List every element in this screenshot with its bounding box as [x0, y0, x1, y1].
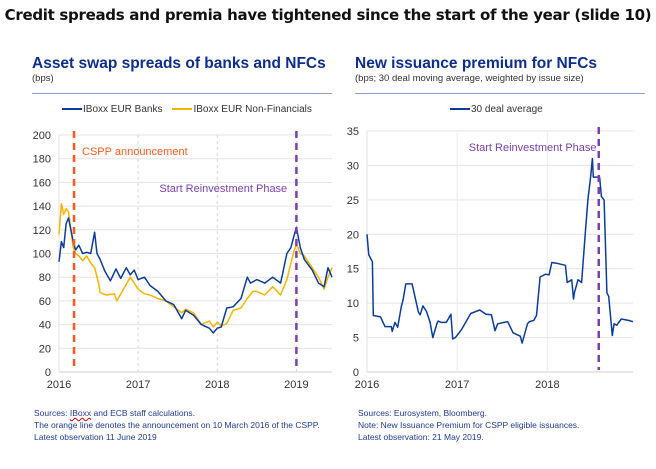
right-ytick-label: 30	[347, 160, 359, 172]
left-ytick-label: 0	[45, 367, 51, 379]
left-ytick-label: 180	[33, 154, 51, 166]
right-xtick-label: 2018	[535, 379, 559, 391]
left-note-sources: Sources: IBoxx and ECB staff calculation…	[34, 408, 195, 418]
right-ytick-label: 25	[347, 195, 359, 207]
left-chart-notes: Sources: IBoxx and ECB staff calculation…	[34, 407, 320, 443]
left-ytick-label: 60	[39, 296, 51, 308]
left-chart-header: Asset swap spreads of banks and NFCs (bp…	[32, 55, 332, 115]
left-note-latest: Latest observation 11 June 2019	[34, 432, 157, 442]
left-chart-subtitle: (bps)	[32, 73, 54, 84]
right-chart-header: New issuance premium for NFCs (bps; 30 d…	[355, 55, 645, 115]
right-chart-legend: 30 deal average	[355, 104, 645, 115]
right-annotation-label-reinvestment: Start Reinvestment Phase	[469, 142, 597, 154]
left-ytick-label: 20	[39, 343, 51, 355]
right-ytick-label: 5	[353, 333, 359, 345]
left-chart-divider	[32, 93, 332, 94]
legend-swatch-30deal	[450, 108, 470, 111]
right-note-sources: Sources: Eurosystem, Bloomberg.	[358, 408, 487, 418]
left-ytick-label: 200	[33, 130, 51, 142]
right-xtick-label: 2017	[445, 379, 469, 391]
right-chart-notes: Sources: Eurosystem, Bloomberg. Note: Ne…	[358, 407, 579, 443]
left-chart-legend: IBoxx EUR Banks IBoxx EUR Non-Financials	[32, 104, 332, 115]
right-chart-plot: 0 5 10 15 20 25 30 35 2016 2017 2018 Start Reinvest…	[347, 126, 634, 391]
left-note-cspp: The orange line denotes the announcement…	[34, 420, 320, 430]
right-chart-title: New issuance premium for NFCs	[355, 55, 598, 72]
legend-item-banks: IBoxx EUR Banks	[62, 104, 162, 115]
right-ytick-label: 15	[347, 264, 359, 276]
right-series-line-30-deal-average	[366, 157, 634, 344]
right-ytick-label: 35	[347, 126, 359, 138]
right-chart-divider	[355, 93, 645, 94]
legend-label-30deal: 30 deal average	[471, 104, 543, 115]
legend-item-nfc: IBoxx EUR Non-Financials	[172, 104, 312, 115]
right-ytick-label: 10	[347, 298, 359, 310]
left-chart-title: Asset swap spreads of banks and NFCs	[32, 55, 326, 72]
left-ytick-label: 80	[39, 272, 51, 284]
left-chart-plot: 0 20 40 60 80 100 120 140 160 180 200 2016 2017 2018 2…	[33, 130, 333, 391]
right-note-issuance: Note: New Issuance Premium for CSPP elig…	[358, 420, 580, 430]
left-ytick-label: 40	[39, 320, 51, 332]
left-xtick-label: 2017	[126, 379, 150, 391]
right-chart-subtitle: (bps; 30 deal moving average, weighted b…	[355, 73, 584, 84]
right-xtick-label: 2016	[355, 379, 379, 391]
legend-swatch-nfc	[172, 108, 193, 111]
left-annotation-label-cspp: CSPP announcement	[82, 146, 188, 158]
legend-label-banks: IBoxx EUR Banks	[83, 104, 163, 115]
iboxx-link: IBoxx	[69, 408, 92, 418]
left-ytick-label: 100	[33, 249, 51, 261]
right-ytick-label: 0	[353, 367, 359, 379]
left-ytick-label: 140	[33, 201, 51, 213]
right-ytick-label: 20	[347, 229, 359, 241]
slide-title: Credit spreads and premia have tightened…	[4, 6, 652, 24]
left-xtick-label: 2018	[205, 379, 229, 391]
left-xtick-label: 2016	[47, 379, 71, 391]
legend-swatch-banks	[62, 108, 82, 111]
left-annotation-label-reinvestment: Start Reinvestment Phase	[159, 183, 287, 195]
legend-label-nfc: IBoxx EUR Non-Financials	[193, 104, 312, 115]
right-note-latest: Latest observation: 21 May 2019.	[358, 432, 484, 442]
left-ytick-label: 120	[33, 225, 51, 237]
left-ytick-label: 160	[33, 177, 51, 189]
left-xtick-label: 2019	[284, 379, 308, 391]
left-series-line-banks	[58, 217, 333, 334]
legend-item-30deal: 30 deal average	[450, 104, 543, 115]
left-series-line-non-financials	[58, 202, 333, 328]
